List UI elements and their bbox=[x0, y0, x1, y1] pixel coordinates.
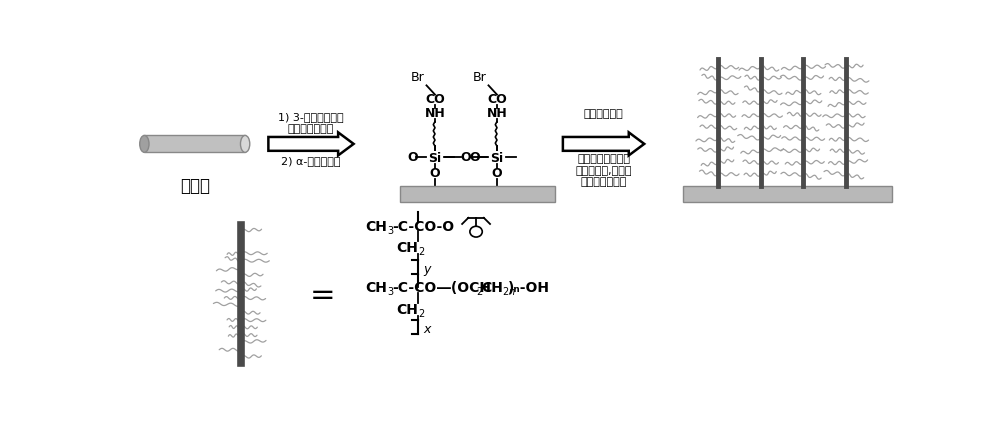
Text: y: y bbox=[423, 263, 431, 276]
Text: 载玻片: 载玻片 bbox=[180, 177, 210, 195]
Text: O: O bbox=[461, 151, 471, 164]
Bar bbox=[683, 187, 892, 202]
Text: n: n bbox=[509, 287, 515, 297]
Text: 2: 2 bbox=[418, 308, 425, 318]
Text: 基三甲氧基硅烷: 基三甲氧基硅烷 bbox=[288, 124, 334, 134]
Text: 烯酸缩水甘油酔: 烯酸缩水甘油酔 bbox=[580, 177, 627, 187]
Text: 表面引发聚合: 表面引发聚合 bbox=[584, 109, 623, 119]
Text: 基丙烯酸酔,甲基丙: 基丙烯酸酔,甲基丙 bbox=[575, 165, 632, 175]
Text: 3: 3 bbox=[387, 225, 393, 235]
Text: CH: CH bbox=[482, 280, 503, 295]
Text: x: x bbox=[423, 322, 431, 335]
Text: CH: CH bbox=[396, 240, 418, 255]
Text: -C-CO: -C-CO bbox=[392, 280, 437, 295]
Text: ―(OCH: ―(OCH bbox=[437, 280, 491, 295]
Text: 宿聚（乙二醇）甲: 宿聚（乙二醇）甲 bbox=[577, 154, 630, 164]
Text: NH: NH bbox=[425, 107, 445, 120]
FancyArrow shape bbox=[268, 133, 354, 156]
Bar bbox=[400, 187, 555, 202]
Text: O: O bbox=[407, 151, 418, 164]
Text: O: O bbox=[430, 166, 440, 179]
Text: Br: Br bbox=[473, 71, 487, 84]
Text: Si: Si bbox=[490, 151, 504, 165]
Ellipse shape bbox=[140, 136, 149, 153]
Text: O: O bbox=[492, 166, 502, 179]
Text: 2) α-溨异丁酰溨: 2) α-溨异丁酰溨 bbox=[281, 155, 341, 165]
Ellipse shape bbox=[470, 227, 482, 237]
Text: CO: CO bbox=[425, 93, 445, 106]
Text: CH: CH bbox=[365, 280, 387, 295]
Bar bbox=[144, 136, 245, 153]
Text: CH: CH bbox=[396, 302, 418, 316]
Text: O: O bbox=[469, 151, 480, 164]
Text: )ₙ-OH: )ₙ-OH bbox=[508, 280, 550, 295]
Text: Si: Si bbox=[428, 151, 442, 165]
Ellipse shape bbox=[240, 136, 250, 153]
Text: CO: CO bbox=[487, 93, 507, 106]
Text: CH: CH bbox=[365, 219, 387, 233]
Text: 1) 3-环氧丙基氧丙: 1) 3-环氧丙基氧丙 bbox=[278, 111, 344, 122]
Text: O: O bbox=[472, 227, 480, 237]
Text: 2: 2 bbox=[418, 247, 425, 257]
Text: 2: 2 bbox=[502, 287, 509, 297]
FancyArrow shape bbox=[563, 133, 644, 156]
Text: Br: Br bbox=[411, 71, 425, 84]
Text: NH: NH bbox=[487, 107, 507, 120]
Text: 2: 2 bbox=[476, 287, 482, 297]
Text: -C-CO-O: -C-CO-O bbox=[392, 219, 454, 233]
Text: 3: 3 bbox=[387, 287, 393, 297]
Text: =: = bbox=[310, 280, 335, 309]
